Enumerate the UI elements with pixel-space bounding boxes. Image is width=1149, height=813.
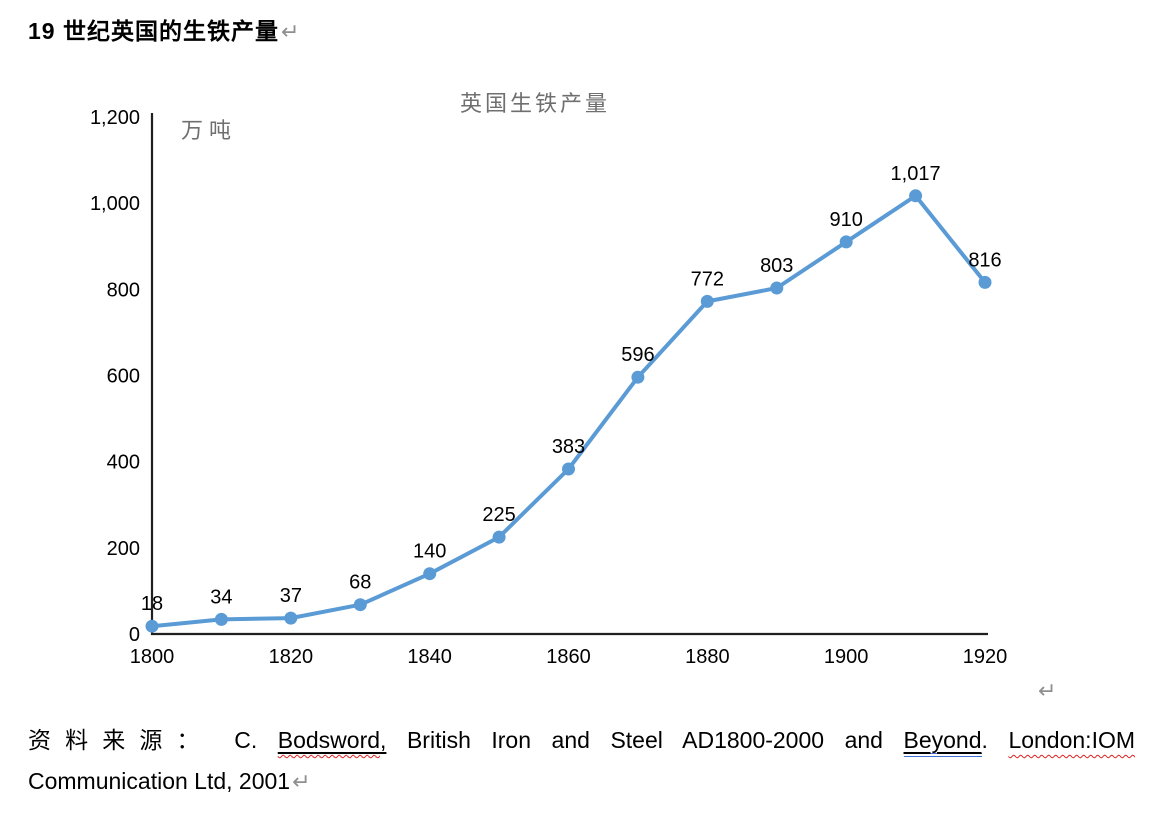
y-tick-label: 1,000 <box>90 193 140 215</box>
x-tick-label: 1860 <box>546 646 591 668</box>
line-chart[interactable]: 0 200 400 600 800 1,000 1,200 1800 1820 1840 1860 1… <box>0 0 1149 715</box>
x-tick-label: 1920 <box>963 646 1008 668</box>
chart-canvas: 0 200 400 600 800 1,000 1,200 1800 1820 1840 1860 1… <box>90 107 1008 668</box>
spellcheck-word: Bodsword <box>277 727 381 753</box>
paragraph-mark-icon: ↵ <box>1038 678 1057 703</box>
source-line-2: Communication Ltd, 2001↵ <box>28 761 1135 802</box>
series-line <box>150 193 987 629</box>
x-tick-label: 1880 <box>685 646 730 668</box>
x-tick-label: 1900 <box>824 646 869 668</box>
author-initial: C. <box>234 727 258 753</box>
y-tick-label: 0 <box>129 624 140 646</box>
data-label: 910 <box>829 209 862 231</box>
data-point <box>284 611 298 625</box>
data-label: 225 <box>482 504 515 526</box>
source-line-1: 资料来源： C. Bodsword, British Iron and Stee… <box>28 720 1135 761</box>
x-tick-label: 1820 <box>269 646 314 668</box>
paragraph-mark-icon: ↵ <box>280 19 301 44</box>
author-name: Bodsword, <box>278 727 387 753</box>
book-title: British Iron and Steel AD1800-2000 and <box>406 727 883 753</box>
x-tick-label: 1800 <box>130 646 175 668</box>
data-point <box>770 281 784 295</box>
comma: , <box>380 727 387 753</box>
y-axis-unit-label: 万吨 <box>181 118 238 143</box>
document-title: 19 世纪英国的生铁产量↵ <box>28 12 300 46</box>
data-label: 1,017 <box>891 163 941 185</box>
data-label: 803 <box>760 255 793 277</box>
data-point <box>145 619 159 633</box>
grammarcheck-word: Beyond <box>903 727 982 757</box>
data-label: 18 <box>141 593 163 615</box>
data-point <box>214 612 228 626</box>
publisher-line2: Communication Ltd, 2001 <box>28 768 291 794</box>
period: . <box>981 727 988 753</box>
source-prefix: 资料来源： <box>28 727 214 753</box>
data-point <box>700 294 714 308</box>
data-label: 772 <box>691 268 724 290</box>
data-point <box>492 530 506 544</box>
data-label: 383 <box>552 436 585 458</box>
data-label: 37 <box>280 585 302 607</box>
data-label: 34 <box>210 586 232 608</box>
data-label: 596 <box>621 344 654 366</box>
underlined-word: Beyond <box>903 727 982 757</box>
data-point <box>562 462 575 476</box>
data-point <box>909 189 923 203</box>
data-point <box>978 275 992 289</box>
paragraph-mark-icon: ↵ <box>292 769 311 794</box>
data-label: 140 <box>413 541 446 563</box>
y-tick-label: 200 <box>107 538 140 560</box>
data-point <box>631 370 645 384</box>
x-tick-label: 1840 <box>407 646 452 668</box>
y-tick-label: 800 <box>107 279 140 301</box>
document-title-text: 19 世纪英国的生铁产量 <box>28 18 279 44</box>
data-label: 68 <box>349 572 371 594</box>
y-tick-label: 400 <box>107 452 140 474</box>
data-point <box>423 567 437 581</box>
publisher: London:IOM <box>1008 727 1136 753</box>
y-tick-label: 1,200 <box>90 107 140 129</box>
chart-title: 英国生铁产量 <box>460 91 611 116</box>
y-tick-label: 600 <box>107 366 140 388</box>
data-point <box>353 598 367 612</box>
source-paragraph: 资料来源： C. Bodsword, British Iron and Stee… <box>28 720 1135 802</box>
data-label: 816 <box>968 249 1001 271</box>
data-point <box>839 235 853 249</box>
